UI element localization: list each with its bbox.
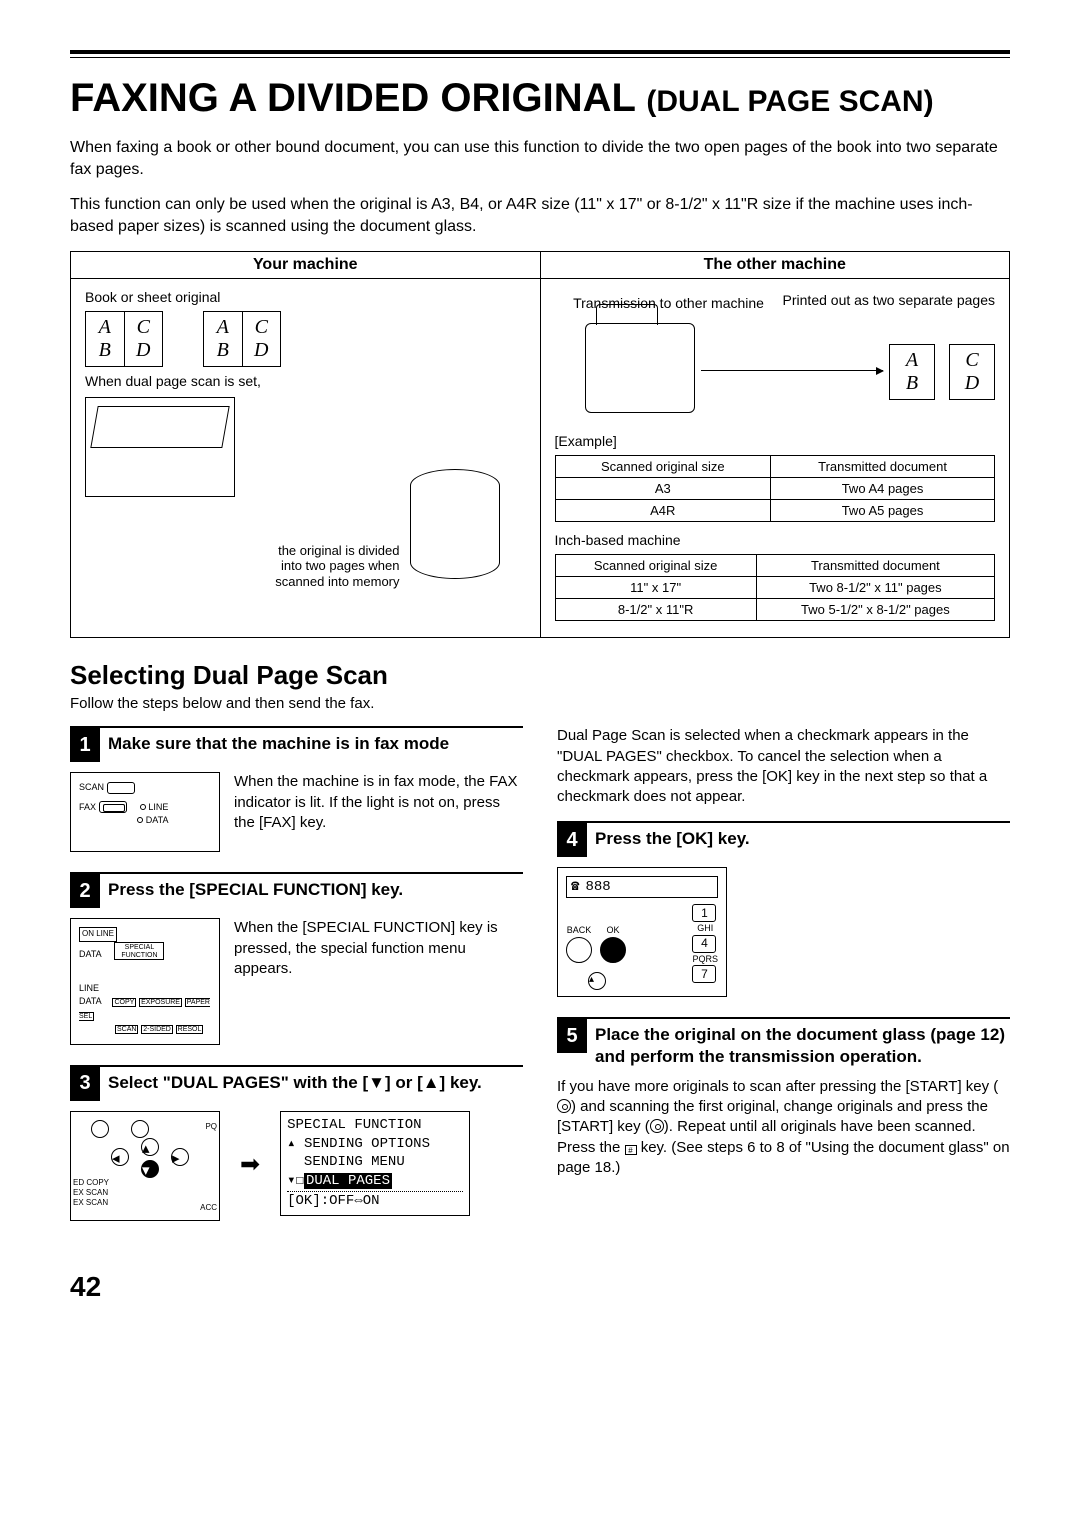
book-original-icon: AB CD bbox=[85, 311, 163, 367]
step-4: 4 Press the [OK] key. ☎888 BACK OK bbox=[557, 821, 1010, 997]
step-body: If you have more originals to scan after… bbox=[557, 1077, 1010, 1178]
your-machine-header: Your machine bbox=[71, 252, 540, 279]
output-label: Printed out as two separate pages bbox=[783, 292, 995, 309]
transmission-label: Transmission to other machine bbox=[555, 295, 783, 311]
other-machine-column: The other machine Transmission to other … bbox=[541, 252, 1010, 637]
page-title: Faxing a Divided Original (Dual Page Sca… bbox=[70, 76, 1010, 121]
step-number: 3 bbox=[70, 1067, 100, 1101]
output-pages: AB CD bbox=[889, 344, 995, 400]
step-5: 5 Place the original on the document gla… bbox=[557, 1017, 1010, 1178]
step-title: Select "DUAL PAGES" with the [▼] or [▲] … bbox=[108, 1067, 482, 1093]
step-2: 2 Press the [SPECIAL FUNCTION] key. ON L… bbox=[70, 872, 523, 1044]
set-label: When dual page scan is set, bbox=[85, 373, 526, 389]
ok-button-icon bbox=[600, 937, 626, 963]
step-body: When the machine is in fax mode, the FAX… bbox=[234, 772, 523, 852]
example-label: [Example] bbox=[555, 433, 996, 449]
follow-text: Follow the steps below and then send the… bbox=[70, 695, 1010, 712]
scan-button-icon bbox=[107, 782, 135, 794]
step-number: 1 bbox=[70, 728, 100, 762]
intro-paragraph-2: This function can only be used when the … bbox=[70, 194, 1010, 237]
memory-text: the original is divided into two pages w… bbox=[260, 543, 400, 590]
title-sub: (Dual Page Scan) bbox=[646, 85, 933, 118]
example-table-1: Scanned original sizeTransmitted documen… bbox=[555, 455, 996, 522]
step-number: 5 bbox=[557, 1019, 587, 1053]
inch-label: Inch-based machine bbox=[555, 532, 996, 548]
step-title: Press the [SPECIAL FUNCTION] key. bbox=[108, 874, 403, 900]
step-number: 4 bbox=[557, 823, 587, 857]
special-function-key-icon: SPECIAL FUNCTION bbox=[114, 942, 164, 960]
step-4-preface: Dual Page Scan is selected when a checkm… bbox=[557, 726, 1010, 807]
step-title: Make sure that the machine is in fax mod… bbox=[108, 728, 449, 754]
fax-button-icon bbox=[99, 801, 127, 813]
up-arrow-icon: ▴ bbox=[141, 1138, 159, 1156]
left-arrow-icon: ◂ bbox=[111, 1148, 129, 1166]
memory-cylinder-icon bbox=[410, 469, 500, 579]
page-number: 42 bbox=[70, 1271, 1010, 1303]
ok-keypad-figure: ☎888 BACK OK 1 GHI 4 bbox=[557, 867, 727, 997]
book-label: Book or sheet original bbox=[85, 289, 526, 305]
scanner-icon bbox=[85, 397, 235, 497]
example-table-2: Scanned original sizeTransmitted documen… bbox=[555, 554, 996, 621]
mode-panel-figure: SCAN FAX LINE DATA bbox=[70, 772, 220, 852]
other-machine-header: The other machine bbox=[541, 252, 1010, 279]
arrow-right-icon: ➡ bbox=[240, 1149, 260, 1181]
arrow-keys-figure: ◂ ▴ ▾ ▸ ED COPY EX SCAN EX SCAN PQ ACC bbox=[70, 1111, 220, 1221]
title-main: Faxing a Divided Original bbox=[70, 76, 635, 120]
section-heading: Selecting Dual Page Scan bbox=[70, 660, 1010, 691]
right-arrow-icon: ▸ bbox=[171, 1148, 189, 1166]
down-arrow-icon: ▾ bbox=[141, 1160, 159, 1178]
top-rule bbox=[70, 50, 1010, 58]
special-function-figure: ON LINE DATA SPECIAL FUNCTION LINE DATA … bbox=[70, 918, 220, 1044]
right-column: Dual Page Scan is selected when a checkm… bbox=[557, 726, 1010, 1240]
step-1: 1 Make sure that the machine is in fax m… bbox=[70, 726, 523, 852]
hash-key-icon: # bbox=[625, 1145, 637, 1155]
left-column: 1 Make sure that the machine is in fax m… bbox=[70, 726, 523, 1240]
up-arrow-icon: ▴ bbox=[588, 972, 606, 990]
step-body: When the [SPECIAL FUNCTION] key is press… bbox=[234, 918, 523, 1044]
book-original-icon: AB CD bbox=[203, 311, 281, 367]
intro-paragraph-1: When faxing a book or other bound docume… bbox=[70, 137, 1010, 180]
your-machine-column: Your machine Book or sheet original AB C… bbox=[71, 252, 541, 637]
step-3: 3 Select "DUAL PAGES" with the [▼] or [▲… bbox=[70, 1065, 523, 1221]
lcd-display: SPECIAL FUNCTION ▴ SENDING OPTIONS SENDI… bbox=[280, 1111, 470, 1216]
step-number: 2 bbox=[70, 874, 100, 908]
step-title: Press the [OK] key. bbox=[595, 823, 750, 849]
dual-page-diagram: Your machine Book or sheet original AB C… bbox=[70, 251, 1010, 638]
back-button-icon bbox=[566, 937, 592, 963]
start-key-icon bbox=[557, 1099, 571, 1113]
step-title: Place the original on the document glass… bbox=[595, 1019, 1010, 1067]
fax-machine-icon bbox=[585, 323, 695, 413]
arrow-icon bbox=[701, 370, 884, 371]
start-key-icon bbox=[650, 1119, 664, 1133]
